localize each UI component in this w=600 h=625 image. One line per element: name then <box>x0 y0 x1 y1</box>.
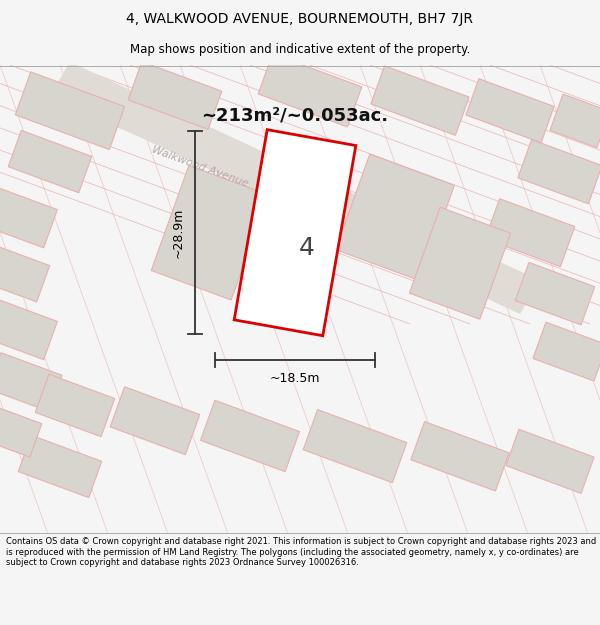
Text: Map shows position and indicative extent of the property.: Map shows position and indicative extent… <box>130 44 470 56</box>
Polygon shape <box>0 404 42 457</box>
Polygon shape <box>50 62 540 314</box>
Polygon shape <box>0 245 50 302</box>
Polygon shape <box>8 131 92 192</box>
Text: Contains OS data © Crown copyright and database right 2021. This information is : Contains OS data © Crown copyright and d… <box>6 538 596 568</box>
Text: ~18.5m: ~18.5m <box>270 372 320 385</box>
Polygon shape <box>110 387 200 454</box>
Polygon shape <box>234 129 356 336</box>
Polygon shape <box>485 199 575 267</box>
Text: 4, WALKWOOD AVENUE, BOURNEMOUTH, BH7 7JR: 4, WALKWOOD AVENUE, BOURNEMOUTH, BH7 7JR <box>127 12 473 26</box>
Polygon shape <box>0 299 58 359</box>
Polygon shape <box>303 409 407 482</box>
Polygon shape <box>371 66 469 136</box>
Polygon shape <box>128 62 222 129</box>
Polygon shape <box>533 322 600 381</box>
Text: Walkwood Avenue: Walkwood Avenue <box>151 144 250 189</box>
Polygon shape <box>411 421 509 491</box>
Text: ~213m²/~0.053ac.: ~213m²/~0.053ac. <box>202 107 389 125</box>
Text: ~28.9m: ~28.9m <box>172 208 185 258</box>
Polygon shape <box>0 187 58 248</box>
Polygon shape <box>506 429 594 493</box>
Polygon shape <box>16 72 125 149</box>
Polygon shape <box>518 139 600 204</box>
Polygon shape <box>550 94 600 148</box>
Polygon shape <box>0 352 62 411</box>
Polygon shape <box>151 166 269 300</box>
Polygon shape <box>200 400 299 472</box>
Polygon shape <box>409 207 511 319</box>
Polygon shape <box>515 262 595 325</box>
Text: 4: 4 <box>299 236 315 260</box>
Polygon shape <box>35 374 115 437</box>
Polygon shape <box>18 435 102 498</box>
Polygon shape <box>466 79 554 142</box>
Polygon shape <box>258 54 362 127</box>
Polygon shape <box>335 154 454 281</box>
